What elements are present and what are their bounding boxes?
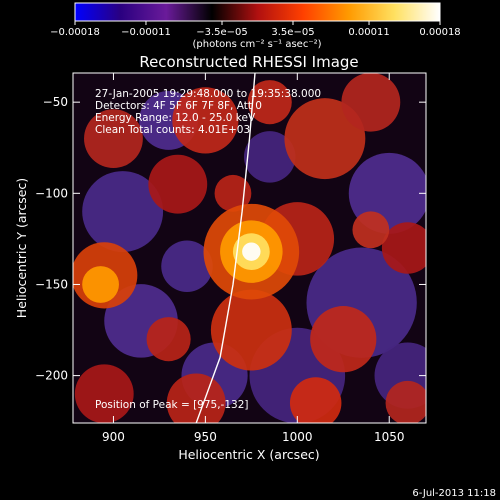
- y-tick-label: −50: [43, 95, 68, 109]
- heatmap-blob: [341, 73, 401, 132]
- heatmap-blob: [172, 87, 239, 154]
- heatmap-blob: [381, 222, 426, 274]
- annotation-peak-position: Position of Peak = [975,-132]: [95, 399, 249, 411]
- heatmap-blob: [214, 174, 252, 212]
- heatmap-blob: [243, 131, 296, 183]
- heatmap-blob: [289, 377, 342, 423]
- colorbar: [74, 2, 441, 22]
- heatmap-blob: [352, 211, 390, 249]
- colorbar-tick-label: 0.00018: [419, 27, 460, 38]
- x-axis-ticks: 900 950 1000 1050: [102, 73, 405, 444]
- colorbar-tick-label: −0.00011: [121, 27, 171, 38]
- colorbar-ticks: −0.00018 −0.00011 −3.5e−05 3.5e−05 0.00011 0.…: [50, 21, 461, 38]
- heatmap-blob: [166, 373, 226, 423]
- x-tick-label: 900: [102, 430, 125, 444]
- annotation-clean-counts: Clean Total counts: 4.01E+03: [95, 124, 250, 136]
- annotation-energy-range: Energy Range: 12.0 - 25.0 keV: [95, 112, 256, 124]
- x-tick-label: 1050: [374, 430, 405, 444]
- heatmap-blob: [310, 306, 377, 373]
- chart-title: Reconstructed RHESSI Image: [139, 53, 358, 71]
- colorbar-tick-label: −0.00018: [50, 27, 100, 38]
- heatmap-blob: [82, 171, 164, 252]
- heatmap-blob: [82, 266, 119, 303]
- y-tick-label: −100: [35, 186, 68, 200]
- heatmap-blob: [284, 98, 366, 180]
- colorbar-tick-label: 3.5e−05: [271, 27, 314, 38]
- x-tick-label: 1000: [282, 430, 313, 444]
- heatmap-blob: [146, 317, 191, 362]
- heatmap-blob: [247, 80, 292, 125]
- y-axis-label: Heliocentric Y (arcsec): [14, 178, 29, 318]
- heatmap-blob: [84, 109, 143, 169]
- colorbar-tick-label: −3.5e−05: [196, 27, 248, 38]
- annotation-detectors: Detectors: 4F 5F 6F 7F 8F, Att 0: [95, 100, 262, 112]
- heatmap-blob: [385, 380, 426, 423]
- heatmap-blob: [148, 154, 208, 214]
- solar-limb-curve: [195, 73, 256, 423]
- y-tick-label: −150: [35, 277, 68, 291]
- heatmap-blob: [74, 364, 134, 423]
- colorbar-label: (photons cm⁻² s⁻¹ asec⁻²): [192, 39, 321, 50]
- x-axis-label: Heliocentric X (arcsec): [178, 447, 319, 462]
- y-tick-label: −200: [35, 369, 68, 383]
- footer-date: 6-Jul-2013 11:18: [412, 488, 496, 499]
- plot-frame: [72, 72, 427, 424]
- heatmap-blob: [242, 242, 261, 261]
- heatmap-blob: [161, 240, 213, 292]
- y-axis-ticks: −50 −100 −150 −200: [35, 95, 426, 383]
- heatmap-blob: [210, 289, 292, 371]
- annotation-time-range: 27-Jan-2005 19:29:48.000 to 19:35:38.000: [95, 88, 321, 100]
- x-tick-label: 950: [194, 430, 217, 444]
- colorbar-tick-label: 0.00011: [348, 27, 389, 38]
